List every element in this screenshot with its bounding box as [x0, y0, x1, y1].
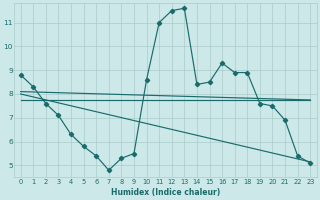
X-axis label: Humidex (Indice chaleur): Humidex (Indice chaleur) — [111, 188, 220, 197]
